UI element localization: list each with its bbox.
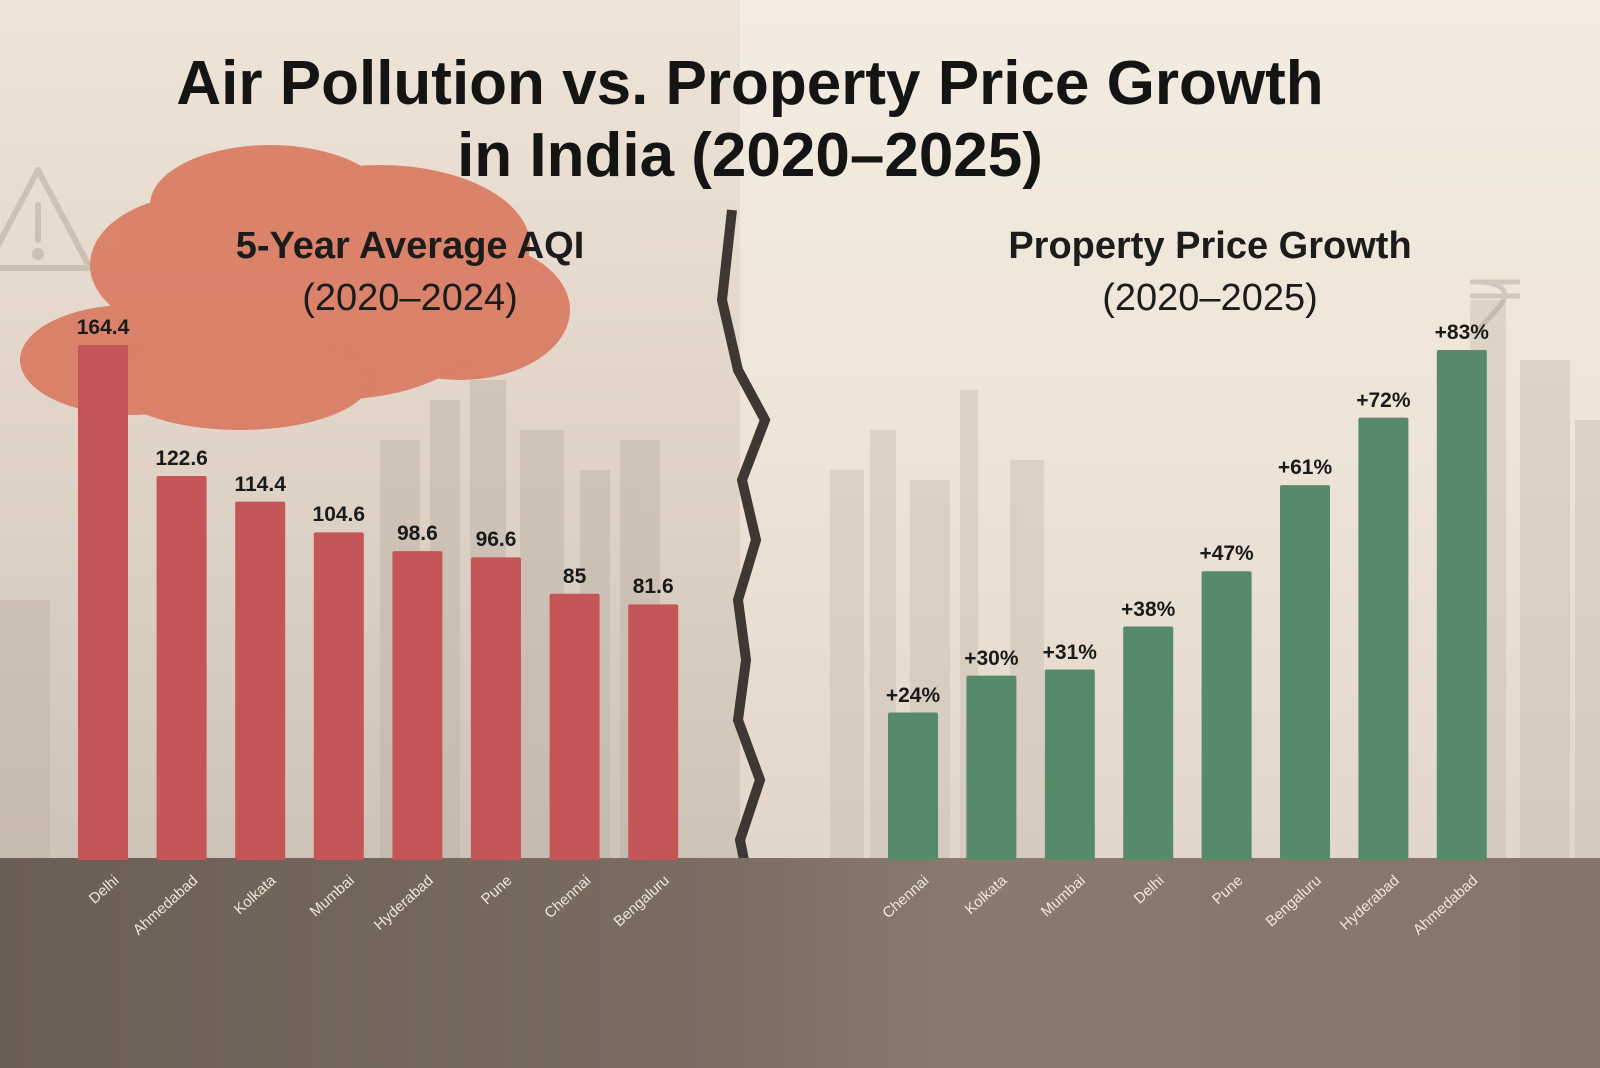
aqi-category-label: Delhi [85, 872, 123, 908]
aqi-bar-pune [471, 557, 521, 860]
growth-value-label: +61% [1277, 456, 1333, 480]
growth-category-label: Chennai [879, 872, 933, 923]
ground [0, 858, 1600, 1068]
growth-category-label: Delhi [1130, 872, 1168, 908]
aqi-value-label: 104.6 [312, 503, 366, 527]
growth-value-label: +31% [1042, 640, 1097, 664]
aqi-value-label: 96.6 [475, 528, 517, 552]
aqi-value-label: 114.4 [234, 472, 286, 496]
warning-icon [0, 167, 93, 271]
aqi-value-label: 81.6 [632, 575, 674, 599]
chart-title-line2: in India (2020–2025) [457, 121, 1043, 190]
aqi-category-label: Chennai [541, 872, 594, 923]
aqi-value-label: 164.4 [76, 316, 130, 339]
growth-category-label: Bengaluru [1262, 872, 1325, 931]
smog-cloud [20, 145, 570, 430]
aqi-bar-mumbai [313, 532, 364, 860]
aqi-bar-delhi [78, 345, 128, 860]
aqi-category-label: Bengaluru [610, 872, 673, 931]
aqi-value-label: 98.6 [396, 522, 438, 546]
growth-bar-chennai [888, 712, 938, 860]
growth-category-label: Pune [1208, 872, 1246, 909]
aqi-panel-subtitle: (2020–2024) [302, 277, 518, 319]
aqi-bar-ahmedabad [156, 475, 207, 860]
growth-category-label: Mumbai [1038, 872, 1090, 921]
growth-panel-title: Property Price Growth [1008, 225, 1412, 267]
growth-value-label: +24% [885, 683, 941, 707]
aqi-category-label: Ahmedabad [129, 872, 201, 939]
rupee-icon [1470, 279, 1520, 332]
growth-panel-heading: Property Price Growth (2020–2025) [940, 220, 1480, 324]
aqi-value-label: 122.6 [155, 446, 208, 470]
aqi-category-label: Pune [477, 872, 516, 909]
growth-bar-kolkata [966, 675, 1017, 860]
growth-category-label: Ahmedabad [1409, 872, 1482, 939]
growth-bar-delhi [1123, 626, 1174, 860]
aqi-bar-bengaluru [628, 604, 679, 860]
growth-bar-mumbai [1044, 669, 1095, 860]
growth-bar-pune [1201, 571, 1252, 860]
chart-title: Air Pollution vs. Property Price Growth … [0, 48, 1500, 192]
growth-category-label: Hyderabad [1336, 872, 1403, 934]
growth-bar-ahmedabad [1436, 350, 1487, 860]
growth-bar-bengaluru [1280, 485, 1330, 860]
chart-title-line1: Air Pollution vs. Property Price Growth [176, 49, 1324, 118]
aqi-value-label: 85 [562, 564, 587, 588]
growth-value-label: +72% [1356, 388, 1411, 412]
aqi-category-label: Hyderabad [370, 872, 437, 934]
aqi-panel-title: 5-Year Average AQI [235, 225, 585, 267]
aqi-panel-heading: 5-Year Average AQI (2020–2024) [150, 220, 670, 324]
growth-bar-hyderabad [1358, 417, 1409, 860]
aqi-bar-chennai [549, 593, 600, 860]
aqi-bar-hyderabad [392, 551, 443, 860]
aqi-category-label: Mumbai [307, 872, 359, 921]
growth-value-label: +38% [1121, 597, 1176, 621]
growth-value-label: +83% [1434, 321, 1489, 344]
growth-value-label: +30% [964, 646, 1019, 670]
aqi-category-label: Kolkata [231, 872, 280, 919]
aqi-bar-kolkata [235, 501, 286, 860]
growth-category-label: Kolkata [962, 872, 1011, 919]
growth-panel-subtitle: (2020–2025) [1102, 277, 1318, 319]
growth-value-label: +47% [1199, 542, 1254, 566]
